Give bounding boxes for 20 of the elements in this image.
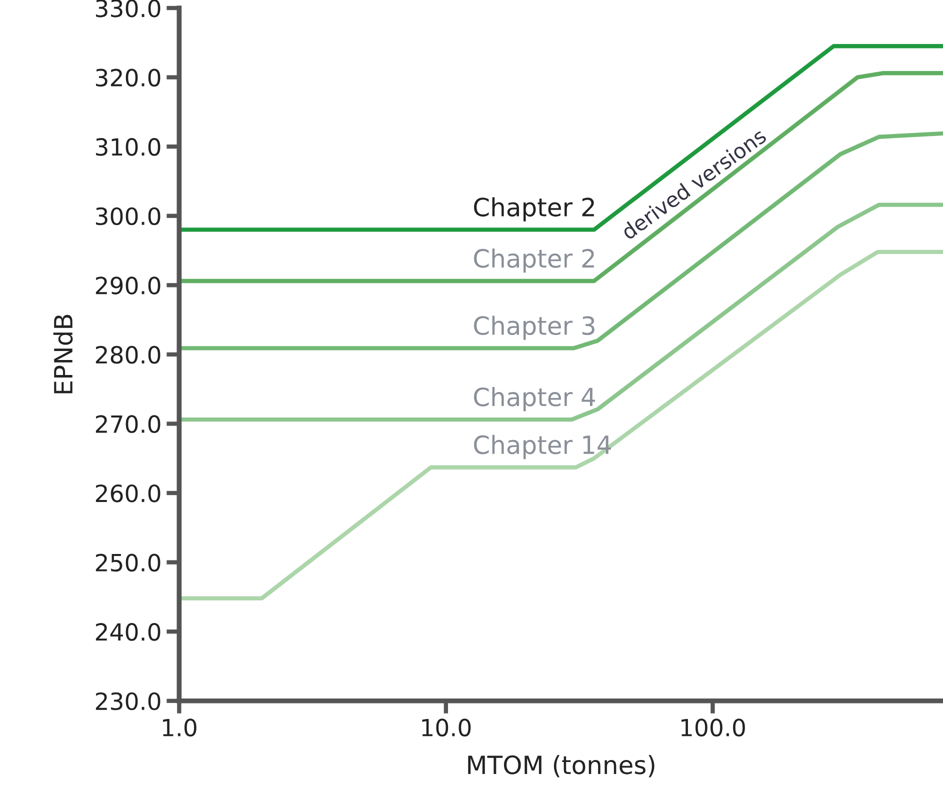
series-label: Chapter 2 (474, 197, 594, 222)
y-tick-label: 230.0 (96, 692, 160, 710)
series-label: Chapter 2 (474, 248, 594, 273)
y-tick-label: 290.0 (96, 276, 160, 294)
x-tick-label: 10.0 (422, 718, 471, 737)
series-label: Chapter 14 (474, 434, 611, 460)
series-label: Chapter 4 (474, 387, 596, 412)
series-label: Chapter 3 (474, 316, 594, 340)
y-tick-label: 310.0 (96, 138, 160, 156)
x-axis-title: MTOM (tonnes) (468, 755, 654, 778)
y-tick-label: 320.0 (96, 68, 160, 87)
y-tick-label: 250.0 (96, 554, 160, 572)
x-tick-label: 100.0 (681, 718, 745, 737)
y-axis-title: EPNdB (53, 314, 73, 394)
x-tick-label: 1.0 (162, 718, 196, 737)
y-tick-label: 270.0 (96, 415, 160, 434)
y-tick-label: 240.0 (96, 623, 160, 641)
y-tick-label: 260.0 (96, 484, 160, 502)
y-tick-label: 300.0 (96, 207, 160, 226)
y-tick-label: 280.0 (96, 346, 160, 364)
